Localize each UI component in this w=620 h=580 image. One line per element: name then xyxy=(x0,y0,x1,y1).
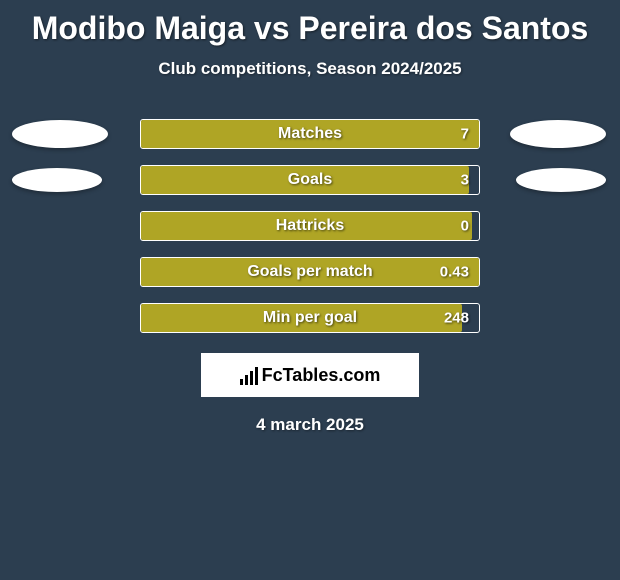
stat-row: Goals3 xyxy=(0,165,620,195)
player-right-placeholder xyxy=(510,120,606,148)
stat-row: Matches7 xyxy=(0,119,620,149)
stat-value: 7 xyxy=(461,126,469,143)
stat-bar-fill xyxy=(141,258,479,286)
comparison-title: Modibo Maiga vs Pereira dos Santos xyxy=(0,0,620,47)
player-left-placeholder xyxy=(12,120,108,148)
stat-value: 3 xyxy=(461,172,469,189)
comparison-chart: Matches7 Goals3 Hattricks0 Goals per match0… xyxy=(0,119,620,333)
bar-chart-icon xyxy=(240,365,258,385)
stat-bar-track: Goals3 xyxy=(140,165,480,195)
stat-bar-fill xyxy=(141,120,479,148)
stat-bar-track: Min per goal248 xyxy=(140,303,480,333)
stat-row: Min per goal248 xyxy=(0,303,620,333)
stat-bar-fill xyxy=(141,304,462,332)
player-left-placeholder xyxy=(12,168,102,192)
player-right-placeholder xyxy=(516,168,606,192)
comparison-subtitle: Club competitions, Season 2024/2025 xyxy=(0,59,620,79)
stat-value: 0.43 xyxy=(440,264,469,281)
stat-row: Goals per match0.43 xyxy=(0,257,620,287)
snapshot-date: 4 march 2025 xyxy=(0,415,620,435)
stat-bar-track: Matches7 xyxy=(140,119,480,149)
branding-text: FcTables.com xyxy=(262,365,381,386)
stat-bar-track: Hattricks0 xyxy=(140,211,480,241)
branding-badge: FcTables.com xyxy=(201,353,419,397)
stat-bar-fill xyxy=(141,212,472,240)
stat-bar-fill xyxy=(141,166,469,194)
stat-row: Hattricks0 xyxy=(0,211,620,241)
stat-value: 248 xyxy=(444,310,469,327)
stat-bar-track: Goals per match0.43 xyxy=(140,257,480,287)
stat-value: 0 xyxy=(461,218,469,235)
